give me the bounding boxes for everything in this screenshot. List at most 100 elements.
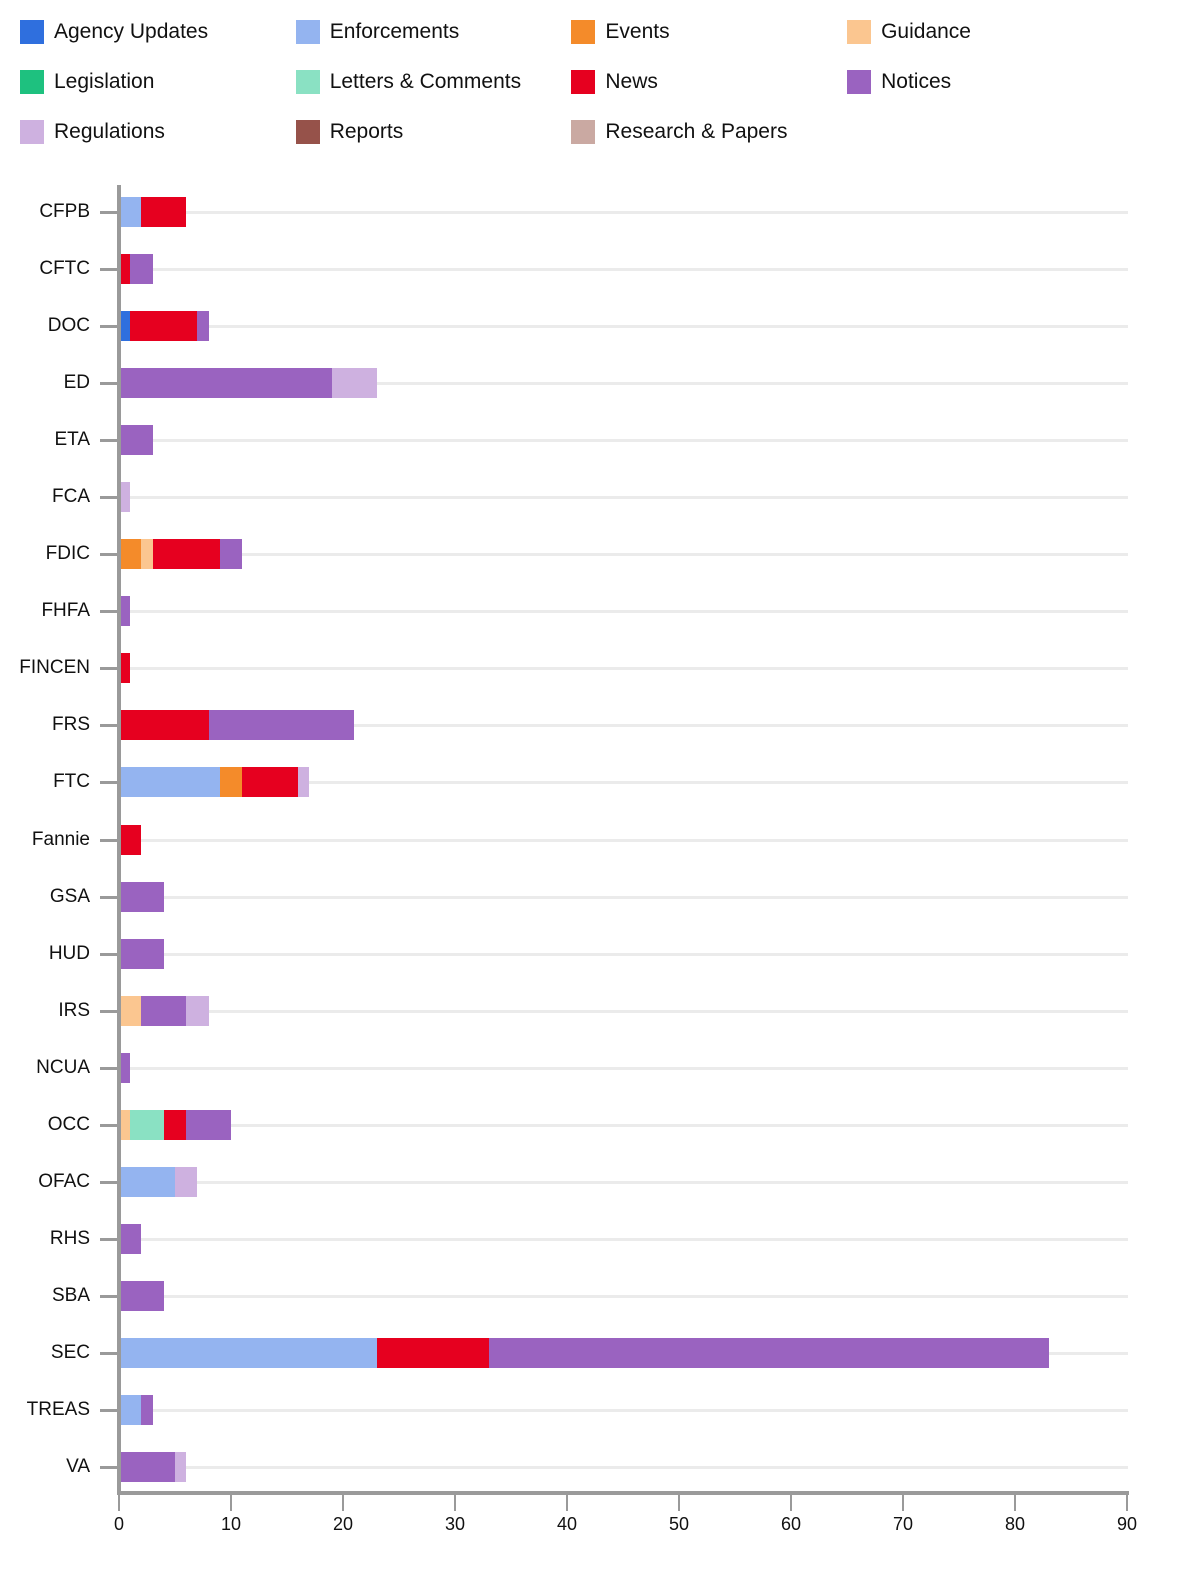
bar-ofac[interactable]	[121, 1166, 198, 1197]
bar-eta[interactable]	[121, 425, 153, 456]
legend-label: Reports	[329, 120, 404, 143]
bar-segment[interactable]	[121, 1452, 175, 1482]
legend-item[interactable]: Letters & Comments	[295, 69, 521, 95]
y-tick-label: ED	[63, 372, 90, 394]
bar-cftc[interactable]	[121, 254, 153, 285]
bar-hud[interactable]	[121, 938, 164, 969]
bar-cfpb[interactable]	[121, 197, 187, 227]
bar-segment[interactable]	[141, 539, 153, 570]
gridline	[121, 1237, 1128, 1241]
bar-fincen[interactable]	[121, 653, 131, 684]
bar-segment[interactable]	[121, 938, 164, 969]
bar-segment[interactable]	[242, 767, 299, 798]
bar-segment[interactable]	[121, 1223, 142, 1254]
bar-segment[interactable]	[141, 995, 187, 1026]
bar-segment[interactable]	[488, 1337, 1049, 1368]
bar-occ[interactable]	[121, 1109, 231, 1140]
bar-doc[interactable]	[121, 311, 209, 342]
x-tick	[1126, 1495, 1128, 1511]
bar-fca[interactable]	[121, 482, 131, 513]
bar-segment[interactable]	[121, 368, 332, 399]
bar-fhfa[interactable]	[121, 596, 131, 627]
bar-segment[interactable]	[130, 1109, 164, 1140]
bar-segment[interactable]	[175, 1452, 187, 1482]
bar-segment[interactable]	[121, 482, 131, 513]
x-tick-label: 40	[556, 1514, 578, 1534]
bar-segment[interactable]	[121, 425, 153, 456]
bar-treas[interactable]	[121, 1394, 153, 1425]
legend-item[interactable]: News	[571, 69, 658, 95]
y-tick	[100, 838, 117, 842]
y-tick-label: CFPB	[39, 201, 90, 222]
bar-segment[interactable]	[219, 767, 243, 798]
legend-item[interactable]: Regulations	[20, 119, 165, 145]
bar-fdic[interactable]	[121, 539, 243, 570]
bar-segment[interactable]	[219, 539, 243, 570]
bar-segment[interactable]	[208, 710, 355, 741]
bar-segment[interactable]	[130, 311, 198, 342]
bar-segment[interactable]	[121, 596, 131, 627]
legend-label: Regulations	[54, 120, 165, 143]
bar-segment[interactable]	[121, 1052, 131, 1083]
bar-segment[interactable]	[121, 995, 142, 1026]
bar-segment[interactable]	[121, 824, 142, 855]
bar-segment[interactable]	[121, 539, 142, 570]
legend-item[interactable]: Events	[571, 19, 670, 45]
bar-segment[interactable]	[121, 197, 142, 227]
bar-fannie[interactable]	[121, 824, 142, 855]
y-tick	[100, 1294, 117, 1298]
bar-segment[interactable]	[163, 1109, 187, 1140]
x-tick-label: 90	[1116, 1514, 1138, 1534]
bar-segment[interactable]	[121, 1280, 164, 1311]
bar-segment[interactable]	[331, 368, 377, 399]
bar-rhs[interactable]	[121, 1223, 142, 1254]
x-tick	[342, 1495, 344, 1511]
x-tick-label: 30	[444, 1514, 466, 1534]
bar-ed[interactable]	[121, 368, 377, 399]
bar-segment[interactable]	[130, 254, 153, 285]
bar-segment[interactable]	[152, 539, 220, 570]
legend-item[interactable]: Notices	[847, 69, 951, 95]
bar-sec[interactable]	[121, 1337, 1049, 1368]
legend-item[interactable]: Guidance	[847, 19, 971, 45]
y-tick-label: FTC	[53, 771, 90, 793]
bar-va[interactable]	[121, 1452, 187, 1482]
legend-swatch	[571, 120, 596, 144]
bar-sba[interactable]	[121, 1280, 164, 1311]
bar-segment[interactable]	[141, 1394, 153, 1425]
bar-segment[interactable]	[121, 1394, 142, 1425]
legend-item[interactable]: Legislation	[20, 69, 154, 95]
bar-segment[interactable]	[197, 311, 209, 342]
y-tick	[100, 952, 117, 956]
bar-frs[interactable]	[121, 710, 355, 741]
y-tick	[100, 211, 117, 214]
gridline	[121, 1466, 1128, 1469]
bar-segment[interactable]	[121, 1109, 131, 1140]
bar-segment[interactable]	[121, 881, 164, 912]
bar-segment[interactable]	[121, 653, 131, 684]
legend-swatch	[571, 20, 596, 44]
bar-segment[interactable]	[121, 710, 209, 741]
bar-segment[interactable]	[121, 311, 131, 342]
legend-item[interactable]: Research & Papers	[571, 119, 787, 145]
bar-segment[interactable]	[186, 1109, 231, 1140]
y-tick-label: DOC	[47, 315, 90, 337]
bar-segment[interactable]	[175, 1166, 198, 1197]
bar-segment[interactable]	[121, 1166, 175, 1197]
legend-item[interactable]: Enforcements	[295, 19, 459, 45]
bar-segment[interactable]	[121, 767, 220, 798]
bar-segment[interactable]	[141, 197, 187, 227]
x-tick-label: 10	[220, 1514, 242, 1534]
bar-gsa[interactable]	[121, 881, 164, 912]
legend-item[interactable]: Reports	[295, 119, 404, 145]
bar-ncua[interactable]	[121, 1052, 131, 1083]
bar-segment[interactable]	[376, 1337, 489, 1368]
bar-irs[interactable]	[121, 995, 209, 1026]
bar-segment[interactable]	[298, 767, 310, 798]
bar-segment[interactable]	[121, 254, 131, 285]
bar-segment[interactable]	[121, 1337, 377, 1368]
legend-item[interactable]: Agency Updates	[20, 19, 208, 45]
bar-segment[interactable]	[186, 995, 209, 1026]
bar-ftc[interactable]	[121, 767, 310, 798]
